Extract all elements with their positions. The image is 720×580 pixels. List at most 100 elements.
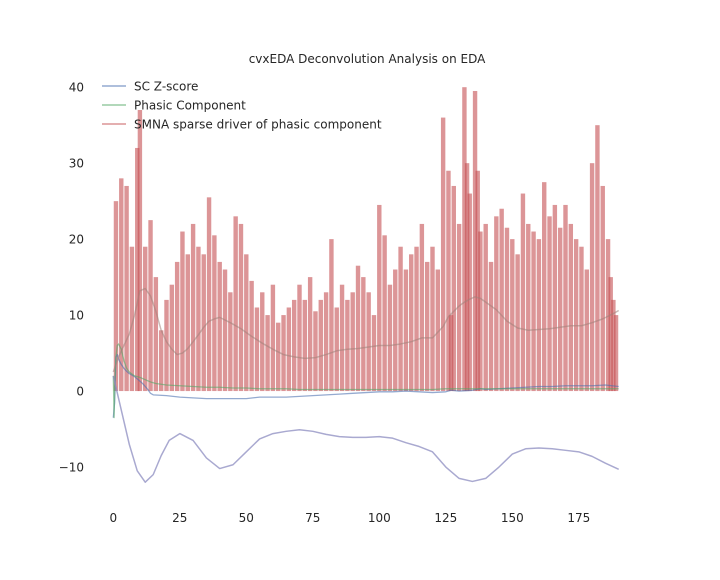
smna-spike [377,204,382,392]
smna-spike [318,299,323,392]
series-phasic-line [112,343,619,419]
x-tick-label: 25 [172,511,187,525]
smna-spike [135,147,140,392]
smna-spike [260,292,265,392]
smna-spike [478,231,483,392]
smna-spike [393,269,398,392]
smna-spike [589,163,595,392]
smna-spike [217,261,222,392]
smna-spike [414,246,419,392]
smna-spike [462,87,467,392]
smna-spike [499,208,504,392]
y-axis-ticks: −10 0 10 20 30 40 [59,81,84,475]
smna-spike [456,223,462,392]
smna-spike [472,90,478,392]
smna-spike [536,239,542,392]
smna-spike [201,254,206,392]
smna-spike [605,239,611,392]
x-tick-label: 175 [567,511,590,525]
legend-label-smna: SMNA sparse driver of phasic component [134,118,382,132]
smna-spike [409,254,414,392]
smna-spike [579,246,584,392]
legend-label-phasic: Phasic Component [134,99,246,113]
smna-spike [169,284,175,392]
smna-spike [228,292,233,392]
smna-spike [174,261,180,392]
chart-title: cvxEDA Deconvolution Analysis on EDA [249,52,486,66]
smna-spike [286,307,292,392]
smna-spike [129,246,135,392]
smna-spike [297,284,302,392]
smna-spike [403,269,409,392]
y-tick-label: 30 [69,157,84,171]
smna-spike [233,216,238,392]
smna-spike [291,299,297,392]
x-tick-label: 50 [239,511,254,525]
y-tick-label: −10 [59,461,84,475]
smna-spike [613,315,619,392]
smna-spike [302,299,308,392]
smna-spike [557,227,563,392]
smna-spike [584,269,589,392]
x-axis-ticks: 0 25 50 75 100 125 150 175 [109,511,590,525]
smna-spike [238,223,244,392]
smna-spike [387,284,393,392]
smna-spike [339,284,345,392]
smna-spike [164,299,169,392]
smna-spike [180,231,185,392]
smna-spike [520,193,526,392]
smna-spike [547,216,552,392]
smna-spike [113,201,119,392]
legend: SC Z-score Phasic Component SMNA sparse … [102,80,382,132]
smna-spike [440,117,446,392]
x-tick-label: 0 [109,511,117,525]
smna-spike [488,261,494,392]
x-tick-label: 125 [434,511,457,525]
smna-spike [313,311,318,392]
smna-spike [424,261,430,392]
smna-spike [600,185,605,392]
smna-spike [542,182,547,392]
y-tick-label: 10 [69,309,84,323]
smna-spike [361,277,366,392]
smna-spike [124,185,129,392]
smna-spike [334,307,339,392]
smna-spike [190,223,196,392]
smna-spike [270,284,276,392]
series-upper-curve-line [112,287,620,373]
smna-spike [510,239,515,392]
smna-spike [448,315,454,392]
smna-spike [158,330,164,392]
smna-spike [398,246,403,392]
smna-spike [276,322,281,392]
smna-spike [212,235,217,392]
smna-spike [515,254,520,392]
smna-spike [185,254,190,392]
smna-spike [355,265,361,392]
smna-spike [435,269,441,392]
smna-spike [329,239,334,392]
smna-spike [382,235,387,392]
smna-spike [563,204,568,392]
smna-spike [206,197,212,392]
smna-spike [573,239,579,392]
series-lower-curve-line [112,375,620,483]
smna-spike [371,315,377,392]
smna-spike [153,277,159,392]
smna-spike [281,315,286,392]
smna-spike [137,109,143,392]
y-tick-label: 20 [69,233,84,247]
smna-spike [464,163,470,392]
smna-spike [552,204,558,392]
smna-spike [254,307,260,392]
smna-spike [345,299,350,392]
smna-spike [196,246,201,392]
smna-spike [611,299,616,392]
smna-spike [419,223,425,392]
smna-spike [494,216,499,392]
smna-spike [467,193,472,392]
smna-spike [148,220,153,392]
smna-spike [430,246,435,392]
smna-spike [366,292,371,392]
